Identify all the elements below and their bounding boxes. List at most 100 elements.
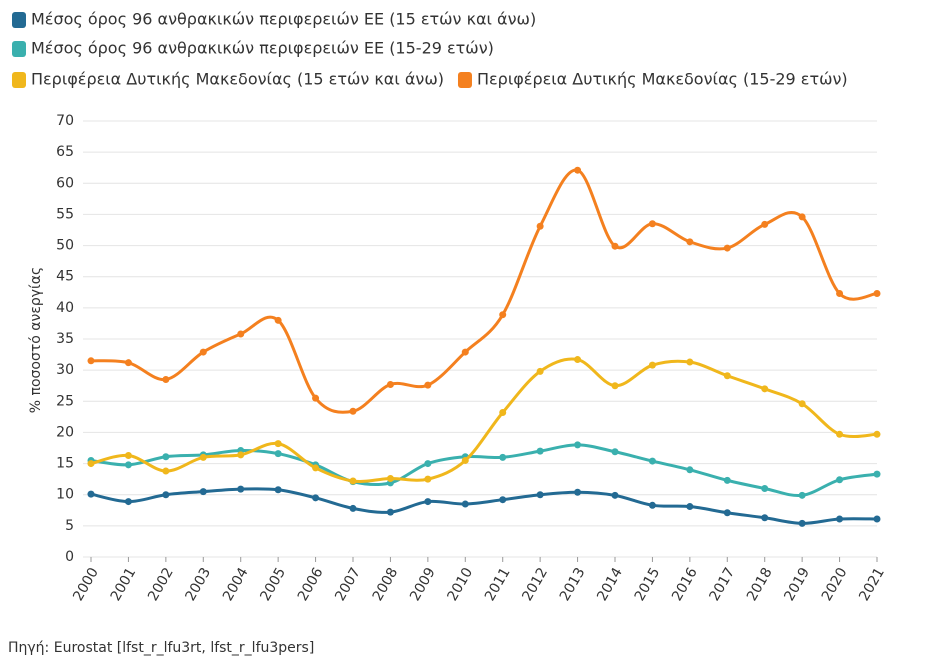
- y-axis-label: % ποσοστό ανεργίας: [28, 267, 44, 413]
- point: [312, 394, 320, 402]
- x-tick-label: 2015: [632, 565, 664, 604]
- point: [648, 220, 656, 228]
- point: [836, 476, 844, 484]
- point: [611, 448, 619, 456]
- point: [798, 213, 806, 221]
- point: [461, 456, 469, 464]
- point: [648, 501, 656, 509]
- legend-label: Μέσος όρος 96 ανθρακικών περιφερειών ΕΕ …: [31, 39, 494, 58]
- point: [836, 430, 844, 438]
- legend-label: Περιφέρεια Δυτικής Μακεδονίας (15 ετών κ…: [31, 70, 444, 89]
- point: [574, 356, 582, 364]
- point: [124, 451, 132, 459]
- point: [312, 464, 320, 472]
- point: [686, 503, 694, 511]
- point: [723, 476, 731, 484]
- x-tick-label: 2021: [856, 565, 888, 604]
- point: [574, 166, 582, 174]
- point: [611, 382, 619, 390]
- point: [424, 475, 432, 483]
- x-tick-label: 2010: [445, 565, 477, 604]
- y-tick-label: 50: [56, 238, 74, 254]
- point: [386, 508, 394, 516]
- y-tick-label: 30: [56, 362, 74, 378]
- point: [87, 357, 95, 365]
- series-line: [90, 443, 878, 498]
- point: [761, 484, 769, 492]
- x-tick-label: 2008: [370, 565, 402, 604]
- x-tick-label: 2006: [295, 565, 327, 604]
- point: [162, 453, 170, 461]
- source: Πηγή: Eurostat [lfst_r_lfu3rt, lfst_r_lf…: [8, 640, 314, 656]
- point: [611, 491, 619, 499]
- legend-label: Μέσος όρος 96 ανθρακικών περιφερειών ΕΕ …: [31, 10, 536, 29]
- point: [424, 460, 432, 468]
- point: [873, 290, 881, 298]
- x-tick-label: 2002: [145, 565, 177, 604]
- point: [87, 490, 95, 498]
- point: [686, 358, 694, 366]
- x-tick-label: 2007: [332, 565, 364, 604]
- point: [162, 375, 170, 383]
- point: [349, 504, 357, 512]
- x-tick-label: 2005: [257, 565, 289, 604]
- x-tick-label: 2014: [594, 565, 626, 604]
- legend-swatch: [457, 72, 472, 88]
- point: [574, 441, 582, 449]
- y-tick-label: 0: [65, 549, 74, 565]
- point: [461, 348, 469, 356]
- legend-swatch: [12, 41, 26, 57]
- point: [761, 514, 769, 522]
- point: [461, 500, 469, 508]
- x-tick-label: 2009: [407, 565, 439, 604]
- y-tick-label: 65: [56, 144, 74, 160]
- y-tick-label: 45: [56, 269, 74, 285]
- point: [723, 244, 731, 252]
- y-tick-label: 60: [56, 175, 74, 191]
- x-tick-label: 2019: [781, 565, 813, 604]
- legend-swatch: [12, 12, 26, 28]
- point: [87, 460, 95, 468]
- point: [499, 408, 507, 416]
- x-tick-label: 2001: [108, 565, 140, 604]
- y-tick-label: 15: [56, 456, 74, 472]
- point: [798, 491, 806, 499]
- point: [648, 361, 656, 369]
- point: [723, 509, 731, 517]
- y-tick-label: 40: [56, 300, 74, 316]
- y-tick-label: 10: [56, 487, 74, 503]
- series-line: [90, 168, 878, 414]
- x-tick-label: 2017: [707, 565, 739, 604]
- point: [237, 485, 245, 493]
- y-tick-label: 5: [65, 518, 74, 534]
- point: [499, 496, 507, 504]
- legend-swatch: [12, 72, 26, 88]
- point: [686, 466, 694, 474]
- x-tick-label: 2011: [482, 565, 514, 604]
- point: [237, 451, 245, 459]
- point: [124, 498, 132, 506]
- point: [873, 430, 881, 438]
- x-tick-label: 2000: [70, 565, 102, 604]
- point: [836, 290, 844, 298]
- point: [199, 348, 207, 356]
- point: [237, 330, 245, 338]
- point: [761, 220, 769, 228]
- series-line: [90, 487, 878, 525]
- point: [686, 238, 694, 246]
- point: [199, 488, 207, 496]
- x-tick-label: 2018: [744, 565, 776, 604]
- point: [536, 491, 544, 499]
- point: [199, 453, 207, 461]
- x-tick-label: 2003: [183, 565, 215, 604]
- y-tick-label: 55: [56, 206, 74, 222]
- point: [798, 400, 806, 408]
- point: [536, 222, 544, 230]
- point: [274, 316, 282, 324]
- point: [873, 515, 881, 523]
- point: [124, 461, 132, 469]
- x-tick-label: 2016: [669, 565, 701, 604]
- x-tick-label: 2013: [557, 565, 589, 604]
- x-tick-label: 2012: [519, 565, 551, 604]
